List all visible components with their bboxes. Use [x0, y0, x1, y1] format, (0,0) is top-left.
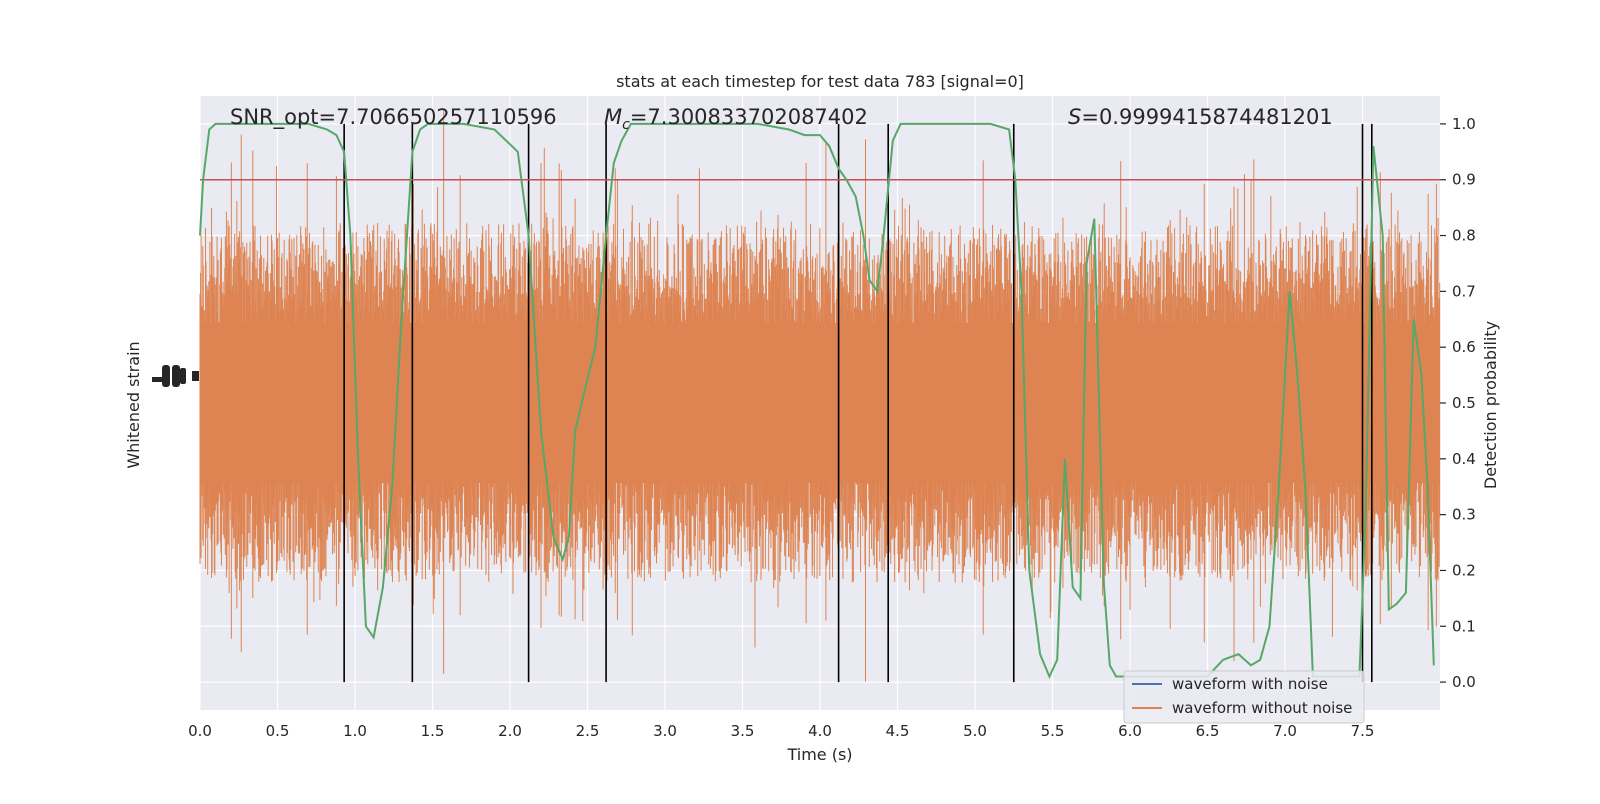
- s-annotation: S=0.9999415874481201: [1068, 105, 1333, 129]
- y-axis-label-left: Whitened strain: [124, 341, 143, 468]
- x-tick-label: 2.0: [498, 722, 522, 740]
- mc-annotation: Mc=7.300833702087402: [604, 105, 868, 133]
- x-tick-label: 5.5: [1041, 722, 1065, 740]
- y-tick-label: 0.5: [1452, 394, 1476, 412]
- mc-subscript: c: [622, 117, 630, 133]
- y-tick-label: 0.0: [1452, 673, 1476, 691]
- x-ticks: 0.0 0.5 1.0 1.5 2.0 2.5 3.0 3.5 4.0 4.5 5.0 5.5 6.0 6…: [188, 722, 1374, 740]
- detection-probability-line: [199, 122, 1435, 679]
- x-tick-label: 6.0: [1118, 722, 1142, 740]
- x-tick-label: 0.0: [188, 722, 212, 740]
- left-axis-ticks: [152, 365, 199, 387]
- left-tick-mark: [162, 365, 170, 387]
- x-tick-label: 3.0: [653, 722, 677, 740]
- x-tick-label: 7.0: [1273, 722, 1297, 740]
- y-tick-label: 1.0: [1452, 115, 1476, 133]
- legend-label-without-noise: waveform without noise: [1172, 699, 1352, 717]
- left-tick-mark: [172, 365, 180, 387]
- detection-probability-series: [199, 122, 1435, 679]
- x-axis-label: Time (s): [786, 745, 852, 764]
- x-tick-label: 3.5: [731, 722, 755, 740]
- x-tick-label: 6.5: [1196, 722, 1220, 740]
- y-tick-label: 0.7: [1452, 282, 1476, 300]
- y-tick-label: 0.8: [1452, 227, 1476, 245]
- left-tick-mark: [180, 368, 186, 384]
- y-tick-label: 0.9: [1452, 171, 1476, 189]
- y-tick-label: 0.2: [1452, 561, 1476, 579]
- x-tick-label: 4.0: [808, 722, 832, 740]
- x-tick-label: 1.5: [421, 722, 445, 740]
- mc-value: =7.300833702087402: [630, 105, 868, 129]
- waveform-dense-band: [200, 323, 1440, 483]
- x-tick-label: 7.5: [1351, 722, 1375, 740]
- x-tick-label: 5.0: [963, 722, 987, 740]
- y-axis-label-right: Detection probability: [1481, 321, 1500, 489]
- y-tick-label: 0.4: [1452, 450, 1476, 468]
- y-ticks-right: 0.0 0.1 0.2 0.3 0.4 0.5 0.6 0.7 0.8 0.9 1.0: [1440, 115, 1476, 691]
- legend: waveform with noise waveform without noi…: [1123, 670, 1365, 724]
- x-tick-label: 2.5: [576, 722, 600, 740]
- s-symbol: S: [1068, 105, 1081, 129]
- y-tick-label: 0.1: [1452, 617, 1476, 635]
- s-value: =0.9999415874481201: [1081, 105, 1332, 129]
- x-tick-label: 1.0: [343, 722, 367, 740]
- left-tick-mark: [152, 377, 166, 382]
- chart-title: stats at each timestep for test data 783…: [616, 72, 1024, 91]
- legend-box: [1123, 670, 1365, 724]
- snr-annotation: SNR_opt=7.706650257110596: [230, 105, 557, 130]
- y-tick-label: 0.3: [1452, 506, 1476, 524]
- legend-label-with-noise: waveform with noise: [1172, 675, 1328, 693]
- vertical-markers: [343, 123, 1373, 683]
- waveform-without-noise: [199, 108, 1441, 682]
- x-tick-label: 4.5: [886, 722, 910, 740]
- mc-symbol: M: [604, 105, 622, 129]
- left-tick-mark: [192, 371, 199, 381]
- x-tick-label: 0.5: [266, 722, 290, 740]
- y-tick-label: 0.6: [1452, 338, 1476, 356]
